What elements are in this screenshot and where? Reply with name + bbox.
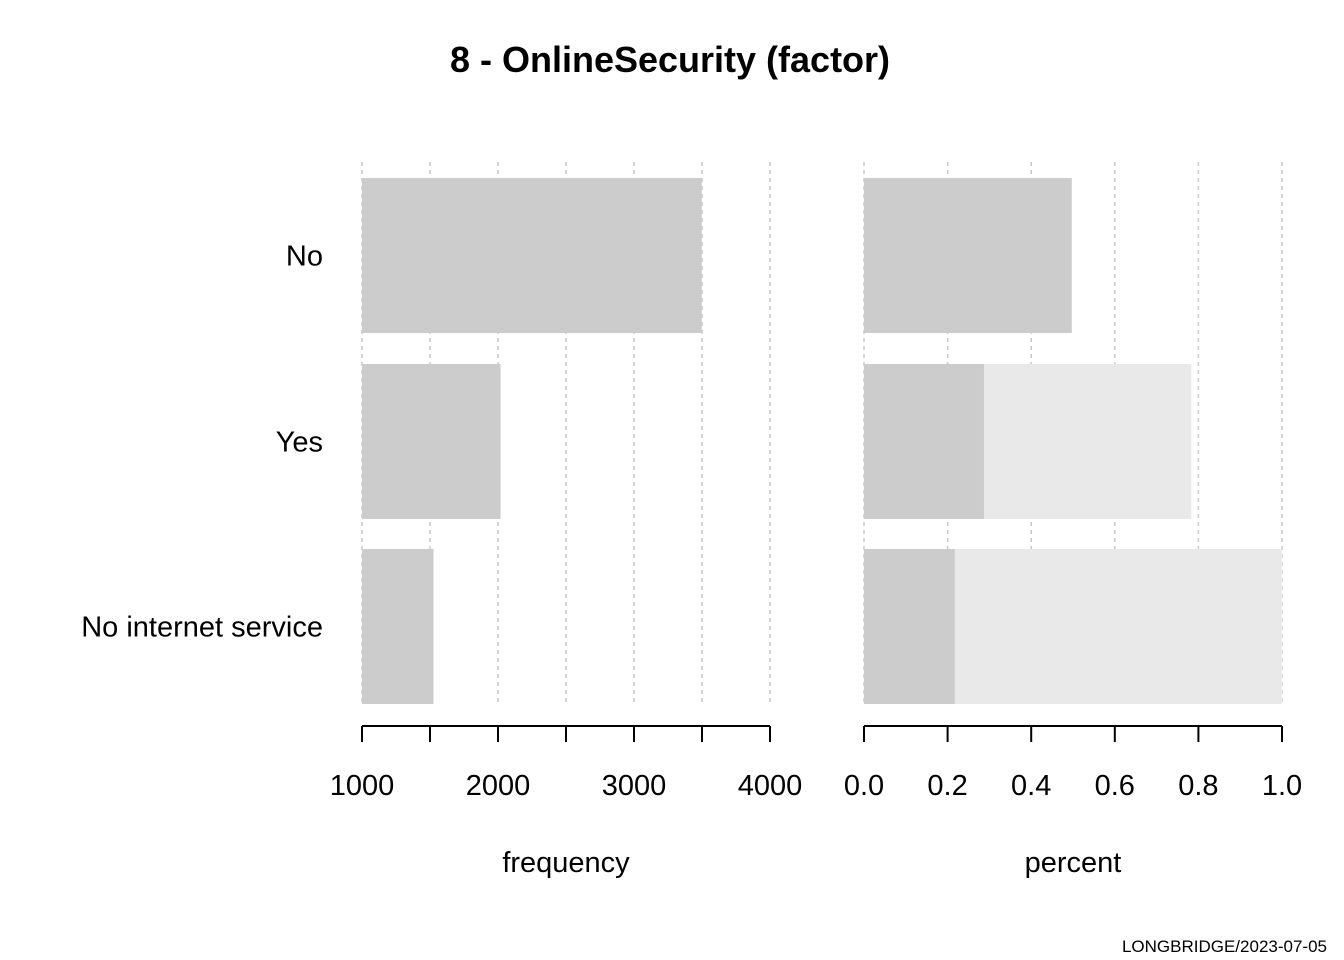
x-tick-label: 1.0 — [1262, 770, 1302, 802]
category-label: No — [286, 241, 323, 273]
x-tick-label: 0.4 — [1011, 770, 1051, 802]
x-axis-title: frequency — [502, 847, 630, 879]
x-tick-label: 1000 — [330, 770, 395, 802]
x-tick-label: 2000 — [466, 770, 531, 802]
x-tick-label: 0.6 — [1095, 770, 1135, 802]
x-tick-label: 0.0 — [844, 770, 884, 802]
frequency-bar — [362, 549, 434, 704]
x-tick-label: 0.8 — [1178, 770, 1218, 802]
frequency-bar — [362, 178, 702, 333]
percent-bar — [864, 364, 984, 519]
frequency-panel: 1000 2000 3000 4000 frequency — [330, 162, 803, 879]
category-label: Yes — [276, 427, 323, 459]
x-tick-label: 0.2 — [927, 770, 967, 802]
frequency-bar — [362, 364, 501, 519]
x-axis-title: percent — [1025, 847, 1122, 879]
x-tick-label: 3000 — [602, 770, 667, 802]
footer-credit: LONGBRIDGE/2023-07-05 — [1122, 937, 1327, 956]
category-labels: No Yes No internet service — [81, 241, 323, 644]
percent-bar — [864, 549, 955, 704]
x-tick-label: 4000 — [738, 770, 803, 802]
category-label: No internet service — [81, 612, 323, 644]
percent-panel: 0.0 0.2 0.4 0.6 0.8 1.0 percent — [844, 162, 1302, 879]
percent-bar — [864, 178, 1072, 333]
chart-title: 8 - OnlineSecurity (factor) — [450, 39, 890, 80]
